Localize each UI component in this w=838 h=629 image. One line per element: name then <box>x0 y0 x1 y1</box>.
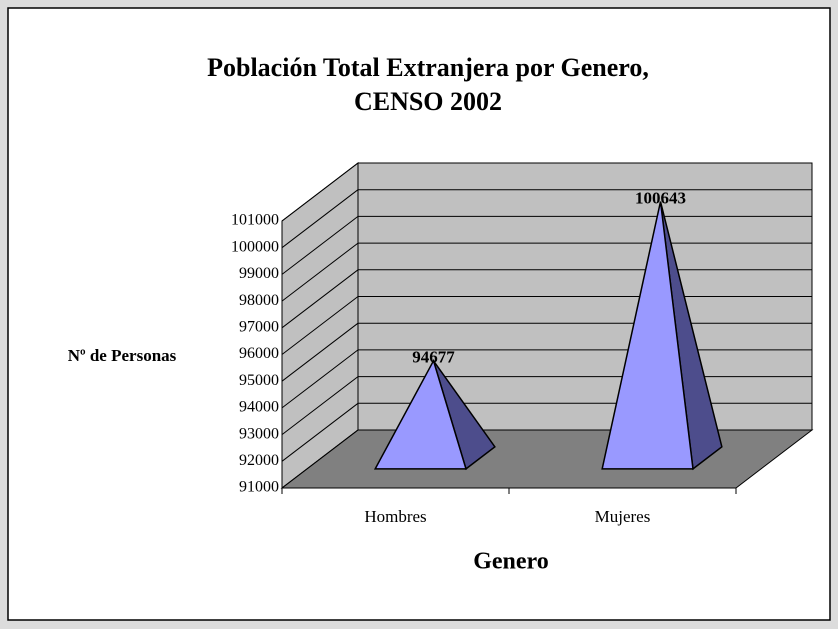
pyramid-front <box>601 201 694 470</box>
y-tick-label: 96000 <box>239 345 279 362</box>
y-tick-label: 99000 <box>239 265 279 282</box>
y-tick-label: 91000 <box>239 479 279 496</box>
x-tick-label: Mujeres <box>595 507 651 526</box>
y-tick-label: 101000 <box>231 212 279 229</box>
value-label: 94677 <box>412 348 455 367</box>
pyramid-front <box>373 358 467 470</box>
y-tick-label: 100000 <box>231 238 279 255</box>
grid-line <box>281 216 359 275</box>
grid-line <box>281 429 359 489</box>
grid-line <box>281 269 359 329</box>
grid-line <box>281 242 359 302</box>
x-tick-label: Hombres <box>364 507 426 526</box>
y-axis-title: Nº de Personas <box>68 346 177 365</box>
chart-title: CENSO 2002 <box>354 87 502 116</box>
chart-title: Población Total Extranjera por Genero, <box>207 53 649 82</box>
y-tick-label: 93000 <box>239 425 279 442</box>
grid-line <box>281 402 359 462</box>
grid-line <box>281 349 359 409</box>
y-tick-label: 95000 <box>239 372 279 389</box>
x-axis-title: Genero <box>473 549 549 575</box>
grid-line <box>281 296 359 355</box>
value-label: 100643 <box>635 188 686 207</box>
grid-line <box>281 376 359 435</box>
y-tick-label: 92000 <box>239 452 279 469</box>
floor <box>280 429 814 489</box>
y-tick-label: 94000 <box>239 399 279 416</box>
grid-line <box>281 189 359 249</box>
y-tick-label: 98000 <box>239 292 279 309</box>
grid-line <box>281 322 359 382</box>
grid-line <box>281 162 359 222</box>
y-tick-label: 97000 <box>239 318 279 335</box>
